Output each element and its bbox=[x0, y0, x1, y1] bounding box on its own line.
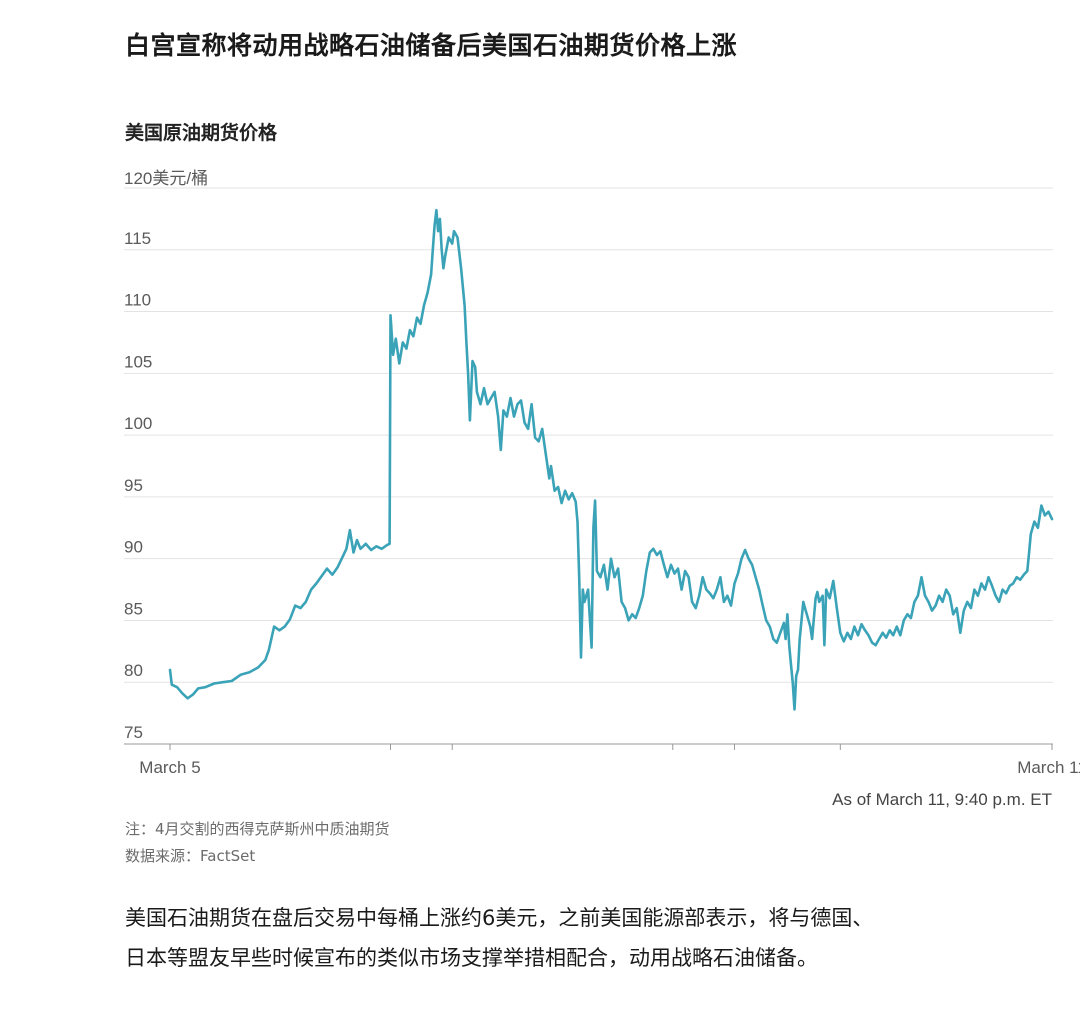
y-tick-label: 100 bbox=[124, 414, 152, 433]
y-axis-unit-label: 120美元/桶 bbox=[124, 169, 208, 188]
x-axis-ticks bbox=[169, 744, 1053, 750]
x-tick-label: March 5 bbox=[139, 758, 200, 777]
paragraph-line: 日本等盟友早些时候宣布的类似市场支撑举措相配合，动用战略石油储备。 bbox=[125, 946, 818, 970]
y-tick-label: 90 bbox=[124, 538, 143, 557]
y-tick-label: 110 bbox=[124, 291, 151, 310]
x-tick-label: March 11 bbox=[1017, 758, 1080, 777]
as-of-timestamp: As of March 11, 9:40 p.m. ET bbox=[832, 790, 1052, 809]
y-axis-tick-labels: 75 80 85 90 95 100 105 110 115 bbox=[124, 229, 152, 742]
y-tick-label: 105 bbox=[124, 352, 152, 371]
price-series-line bbox=[168, 208, 1054, 711]
article-paragraph: 美国石油期货在盘后交易中每桶上涨约6美元，之前美国能源部表示，将与德国、 日本等… bbox=[125, 898, 1055, 978]
paragraph-line: 美国石油期货在盘后交易中每桶上涨约6美元，之前美国能源部表示，将与德国、 bbox=[125, 906, 874, 930]
data-source-note: 数据来源：FactSet bbox=[125, 847, 256, 865]
chart-title: 美国原油期货价格 bbox=[125, 122, 278, 144]
y-tick-label: 80 bbox=[124, 661, 143, 680]
article-headline: 白宫宣称将动用战略石油储备后美国石油期货价格上涨 bbox=[125, 31, 738, 60]
y-tick-label: 95 bbox=[124, 476, 143, 495]
y-tick-label: 75 bbox=[124, 723, 143, 742]
grid-lines bbox=[124, 187, 1053, 683]
x-axis-tick-labels: March 5 March 11 bbox=[139, 758, 1080, 777]
chart-note: 注：4月交割的西得克萨斯州中质油期货 bbox=[125, 820, 390, 838]
y-tick-label: 115 bbox=[124, 229, 151, 248]
y-tick-label: 85 bbox=[124, 599, 143, 618]
